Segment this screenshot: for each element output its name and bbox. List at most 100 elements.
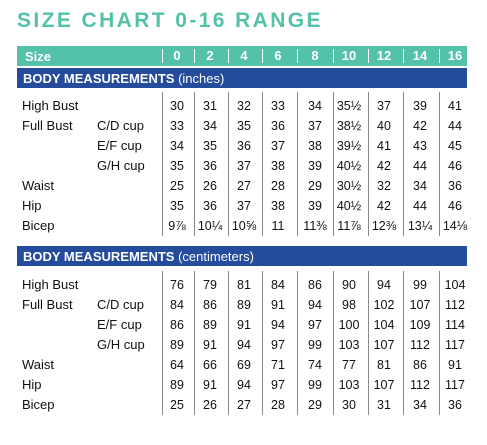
cm-row-sublabel: E/F cup (97, 317, 142, 332)
cm-value-cell: 94 (271, 318, 285, 332)
inches-row-label: Hip (22, 198, 42, 213)
cm-value-cell: 103 (338, 378, 360, 392)
cm-value-cell: 31 (377, 398, 391, 412)
cm-value-cell: 117 (445, 338, 465, 352)
inches-row-label: Waist (22, 178, 55, 193)
header-column-divider (162, 49, 163, 63)
cm-value-cell: 117 (445, 378, 465, 392)
header-column-divider (368, 49, 369, 63)
size-header-row: Size 0 2 4 6 8 10 12 14 16 (17, 46, 467, 66)
cm-value-cell: 100 (338, 318, 360, 332)
cm-value-cell: 97 (308, 318, 322, 332)
inches-value-cell: 34 (308, 99, 322, 113)
inches-value-cell: 34 (413, 179, 427, 193)
inches-value-cell: 37 (237, 199, 251, 213)
cm-value-cell: 104 (444, 278, 466, 292)
inches-value-cell: 42 (377, 159, 391, 173)
inches-column-divider (162, 92, 163, 236)
cm-column-divider (228, 271, 229, 415)
cm-value-cell: 94 (237, 378, 251, 392)
cm-value-cell: 104 (373, 318, 395, 332)
inches-value-cell: 44 (413, 199, 427, 213)
inches-value-cell: 14⅛ (442, 219, 468, 233)
cm-value-cell: 28 (271, 398, 285, 412)
inches-value-cell: 31 (203, 99, 217, 113)
cm-value-cell: 102 (373, 298, 395, 312)
size-header-12: 12 (376, 48, 392, 63)
cm-column-divider (333, 271, 334, 415)
header-column-divider (333, 49, 334, 63)
cm-value-cell: 29 (308, 398, 322, 412)
cm-value-cell: 103 (338, 338, 360, 352)
inches-value-cell: 35 (170, 159, 184, 173)
cm-value-cell: 112 (410, 378, 430, 392)
inches-column-divider (333, 92, 334, 236)
cm-value-cell: 89 (203, 318, 217, 332)
cm-heading-title: BODY MEASUREMENTS (23, 249, 175, 264)
inches-value-cell: 35 (170, 199, 184, 213)
inches-value-cell: 36 (237, 139, 251, 153)
inches-value-cell: 37 (377, 99, 391, 113)
cm-value-cell: 89 (237, 298, 251, 312)
cm-value-cell: 84 (271, 278, 285, 292)
cm-value-cell: 74 (308, 358, 322, 372)
cm-column-divider (403, 271, 404, 415)
cm-value-cell: 91 (203, 378, 217, 392)
inches-value-cell: 44 (413, 159, 427, 173)
header-column-divider (439, 49, 440, 63)
cm-row-label: Full Bust (22, 297, 73, 312)
cm-heading-unit: (centimeters) (178, 249, 254, 264)
cm-value-cell: 114 (445, 318, 465, 332)
inches-value-cell: 37 (237, 159, 251, 173)
cm-value-cell: 89 (170, 338, 184, 352)
cm-column-divider (162, 271, 163, 415)
inches-value-cell: 28 (271, 179, 285, 193)
inches-value-cell: 12⅜ (371, 219, 397, 233)
inches-column-divider (228, 92, 229, 236)
inches-row-sublabel: G/H cup (97, 158, 145, 173)
cm-value-cell: 27 (237, 398, 251, 412)
cm-value-cell: 64 (170, 358, 184, 372)
cm-value-cell: 91 (448, 358, 462, 372)
cm-value-cell: 109 (409, 318, 431, 332)
inches-value-cell: 32 (237, 99, 251, 113)
cm-value-cell: 79 (203, 278, 217, 292)
inches-value-cell: 26 (203, 179, 217, 193)
inches-column-divider (403, 92, 404, 236)
cm-value-cell: 26 (203, 398, 217, 412)
cm-column-divider (368, 271, 369, 415)
cm-value-cell: 86 (308, 278, 322, 292)
inches-value-cell: 34 (203, 119, 217, 133)
inches-value-cell: 43 (413, 139, 427, 153)
cm-value-cell: 94 (377, 278, 391, 292)
inches-value-cell: 42 (377, 199, 391, 213)
cm-value-cell: 112 (445, 298, 465, 312)
inches-value-cell: 10⅝ (231, 219, 257, 233)
inches-value-cell: 45 (448, 139, 462, 153)
header-column-divider (194, 49, 195, 63)
header-column-divider (297, 49, 298, 63)
cm-value-cell: 99 (308, 378, 322, 392)
cm-value-cell: 25 (170, 398, 184, 412)
inches-value-cell: 35½ (336, 99, 362, 113)
inches-heading-unit: (inches) (178, 71, 225, 86)
cm-section-heading: BODY MEASUREMENTS (centimeters) (17, 246, 467, 266)
cm-value-cell: 36 (448, 398, 462, 412)
inches-value-cell: 38 (271, 199, 285, 213)
cm-value-cell: 91 (203, 338, 217, 352)
inches-value-cell: 34 (170, 139, 184, 153)
cm-value-cell: 77 (342, 358, 356, 372)
cm-value-cell: 97 (271, 378, 285, 392)
cm-value-cell: 84 (170, 298, 184, 312)
inches-value-cell: 37 (308, 119, 322, 133)
inches-value-cell: 42 (413, 119, 427, 133)
cm-value-cell: 81 (237, 278, 251, 292)
cm-value-cell: 34 (413, 398, 427, 412)
size-label: Size (25, 49, 52, 64)
inches-row-label: Full Bust (22, 118, 73, 133)
inches-value-cell: 41 (377, 139, 391, 153)
cm-value-cell: 66 (203, 358, 217, 372)
cm-value-cell: 98 (342, 298, 356, 312)
size-header-10: 10 (341, 48, 357, 63)
cm-column-divider (297, 271, 298, 415)
